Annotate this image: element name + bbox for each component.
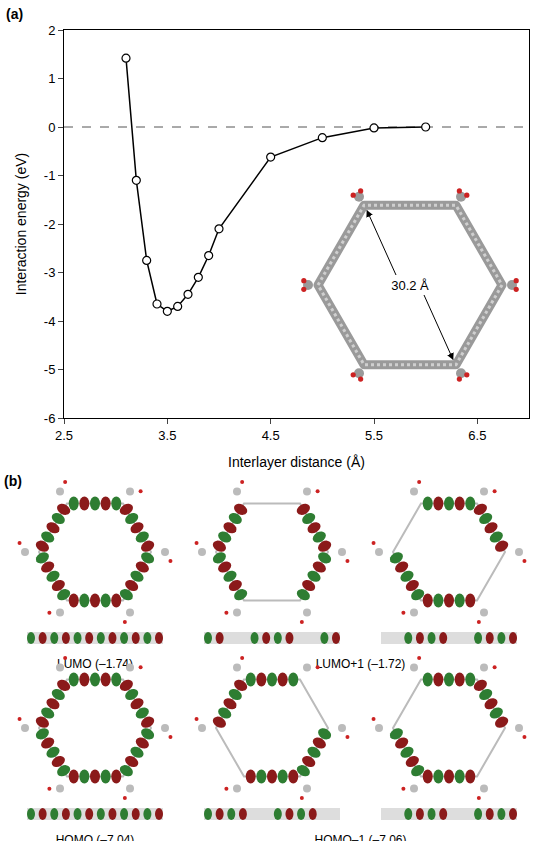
svg-text:-3: -3 [44, 265, 56, 280]
svg-text:HOMO (–7.04): HOMO (–7.04) [56, 833, 135, 841]
svg-text:LUMO+1 (–1.72): LUMO+1 (–1.72) [316, 657, 406, 671]
svg-text:HOMO–1 (–7.06): HOMO–1 (–7.06) [314, 833, 406, 841]
svg-text:-4: -4 [44, 314, 56, 329]
svg-text:3.5: 3.5 [158, 428, 176, 443]
svg-text:Interlayer distance (Å): Interlayer distance (Å) [228, 454, 365, 470]
svg-text:2: 2 [48, 23, 55, 38]
svg-text:LUMO (–1.74): LUMO (–1.74) [57, 657, 133, 671]
svg-text:1: 1 [48, 71, 55, 86]
svg-text:-5: -5 [44, 362, 56, 377]
svg-text:-2: -2 [44, 217, 56, 232]
svg-text:0: 0 [48, 120, 55, 135]
svg-text:2.5: 2.5 [55, 428, 73, 443]
svg-text:5.5: 5.5 [365, 428, 383, 443]
svg-text:6.5: 6.5 [468, 428, 486, 443]
svg-text:Interaction energy (eV): Interaction energy (eV) [13, 153, 29, 295]
svg-text:4.5: 4.5 [262, 428, 280, 443]
svg-text:30.2 Å: 30.2 Å [391, 278, 429, 293]
svg-text:-6: -6 [44, 411, 56, 426]
svg-text:-1: -1 [44, 168, 56, 183]
svg-text:(a): (a) [6, 6, 23, 22]
svg-text:(b): (b) [4, 473, 22, 489]
